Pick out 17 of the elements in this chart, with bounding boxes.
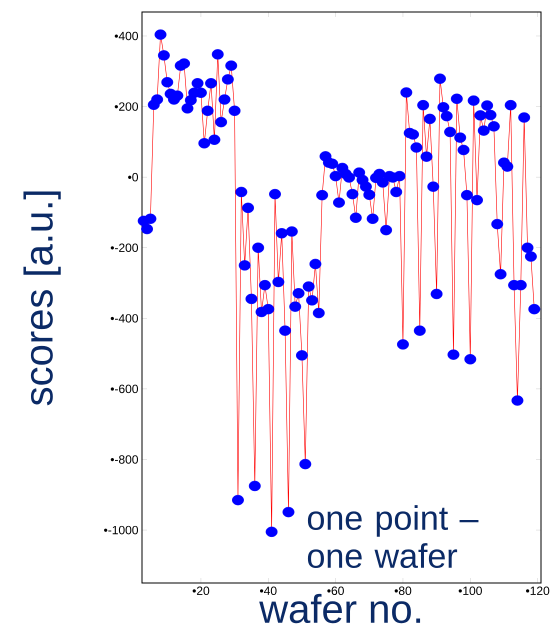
x-tick-label: •60 [327, 586, 344, 596]
y-axis-title: scores [a.u.] [23, 191, 61, 406]
y-tick-label: •-200 [110, 243, 138, 252]
x-axis-title: wafer no. [259, 594, 420, 624]
x-tick-label: •20 [192, 586, 210, 596]
y-tick-label: •-800 [110, 455, 138, 464]
y-tick-label: •-1000 [104, 526, 138, 534]
y-tick-label: •-400 [110, 314, 138, 323]
x-tick-label: •40 [260, 586, 277, 596]
y-tick-label: •200 [114, 102, 138, 111]
y-tick-label: •400 [114, 32, 138, 40]
y-tick-label: •-600 [110, 384, 138, 394]
x-tick-label: •80 [394, 586, 412, 596]
x-tick-label: •100 [458, 586, 482, 596]
annotation: one point – one wafer [308, 505, 478, 568]
y-tick-label: •0 [128, 172, 138, 182]
x-tick-label: •120 [526, 586, 550, 596]
